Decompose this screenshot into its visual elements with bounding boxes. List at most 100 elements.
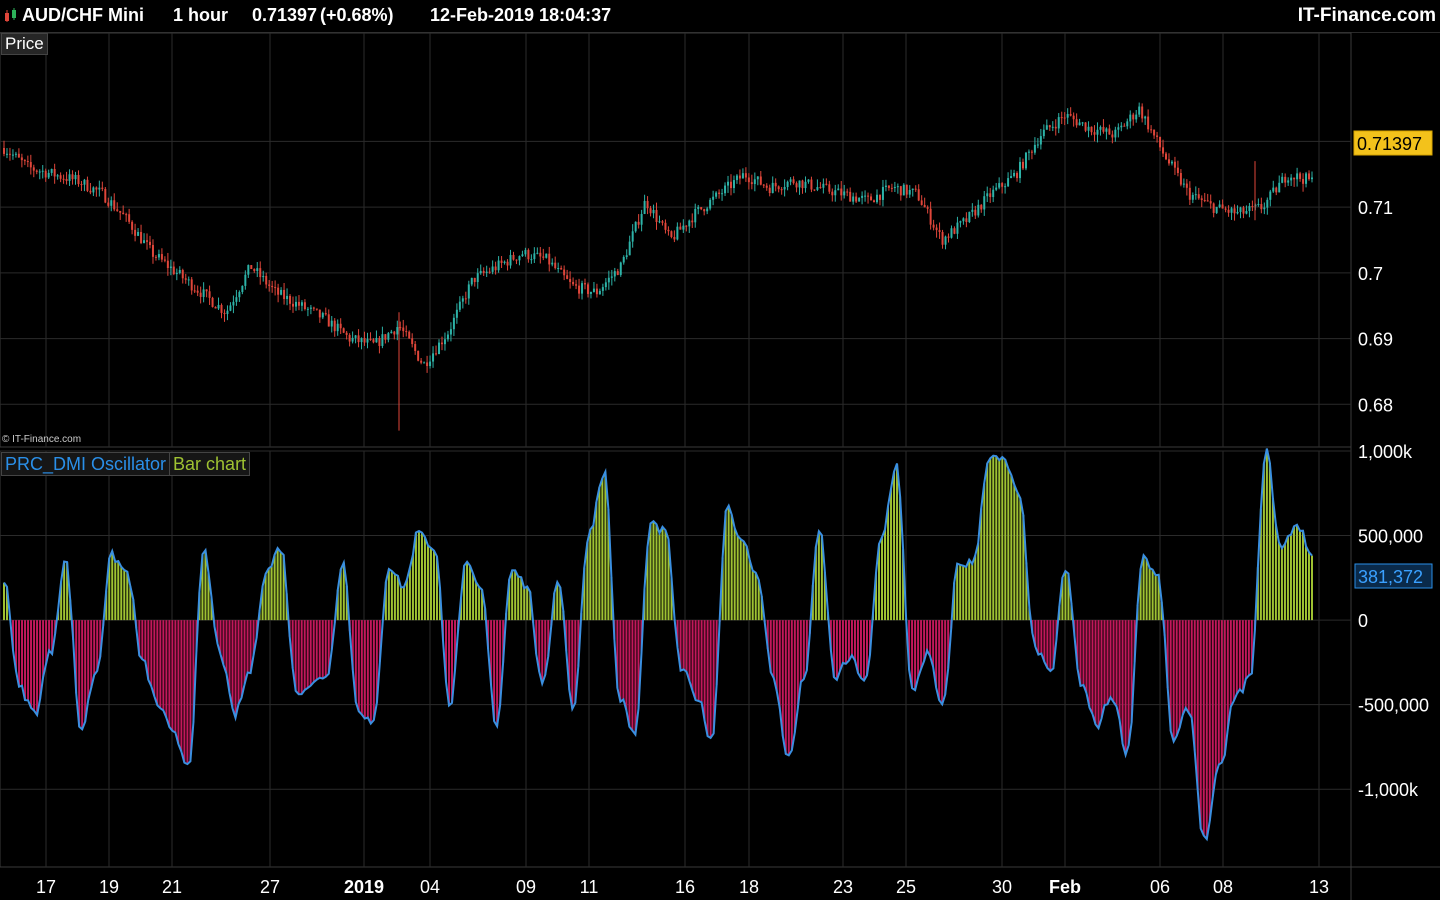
candle-body [458, 301, 461, 310]
candle-body [1045, 125, 1048, 130]
candle-body [968, 211, 971, 222]
candle-body [721, 193, 724, 195]
candle-body [878, 194, 881, 200]
candle-body [289, 295, 292, 304]
candle-body [476, 273, 479, 283]
candle-body [160, 254, 163, 260]
candle-body [86, 179, 89, 191]
change-label: (+0.68%) [320, 5, 394, 25]
candle-body [363, 338, 366, 343]
candle-body [643, 200, 646, 214]
candle-body [732, 180, 735, 189]
candle-body [890, 187, 893, 189]
candle-body [500, 260, 503, 263]
candle-body [303, 302, 306, 310]
candle-body [515, 259, 518, 261]
candle-body [521, 254, 524, 257]
candle-body [801, 180, 804, 189]
candle-body [703, 209, 706, 212]
candle-body [1042, 129, 1045, 137]
candle-body [816, 187, 819, 190]
candle-body [786, 181, 789, 187]
candle-body [440, 342, 443, 345]
indicator-name[interactable]: PRC_DMI Oscillator [5, 454, 167, 474]
candle-body [154, 256, 157, 258]
candle-body [792, 179, 795, 184]
candle-body [53, 168, 56, 177]
candle-body [572, 281, 575, 285]
candle-body [1293, 177, 1296, 180]
candle-body [759, 176, 762, 185]
candle-body [137, 231, 140, 236]
symbol-label[interactable]: AUD/CHF Mini [22, 5, 144, 25]
candle-body [438, 342, 441, 355]
candle-body [324, 313, 327, 315]
candle-body [351, 337, 354, 342]
price-panel-label[interactable]: Price [1, 33, 48, 55]
time-tick-label: Feb [1049, 877, 1081, 897]
candle-body [125, 214, 128, 216]
candle-body [601, 287, 604, 291]
candle-body [884, 185, 887, 187]
candle-body [390, 331, 393, 334]
price-tick-label: 0.68 [1358, 395, 1393, 415]
candle-body [134, 229, 137, 236]
last-price-label: 0.71397 [252, 5, 318, 25]
candle-body [652, 209, 655, 214]
candle-body [184, 278, 187, 280]
candle-body [378, 338, 381, 346]
candle-body [569, 278, 572, 282]
candle-body [870, 196, 873, 201]
candle-body [753, 179, 756, 185]
candle-body [178, 270, 181, 273]
candle-body [1075, 119, 1078, 126]
candle-body [896, 186, 899, 188]
candle-body [1269, 191, 1272, 200]
candle-body [1063, 117, 1066, 119]
candle-body [551, 262, 554, 265]
oscillator-tick-label: -1,000k [1358, 780, 1419, 800]
candle-body [1221, 204, 1224, 209]
candle-body [1263, 207, 1266, 210]
indicator-type[interactable]: Bar chart [169, 453, 249, 475]
candle-body [586, 284, 589, 294]
candle-body [1033, 144, 1036, 153]
candle-body [718, 192, 721, 194]
candle-body [974, 209, 977, 216]
candle-body [1150, 129, 1153, 131]
candle-body [238, 292, 241, 298]
candle-body [1185, 183, 1188, 188]
candle-body [360, 338, 363, 343]
candle-body [11, 154, 14, 156]
candle-body [265, 275, 268, 285]
candle-body [1120, 125, 1123, 128]
candle-body [92, 187, 95, 193]
price-axis: 0.720.710.70.690.68 [1358, 132, 1393, 415]
candle-body [1027, 151, 1030, 153]
candle-body [375, 338, 378, 343]
candle-body [333, 320, 336, 332]
candle-body [1203, 199, 1206, 201]
candle-body [1290, 177, 1293, 181]
candle-body [655, 209, 658, 222]
candle-body [467, 284, 470, 299]
candle-body [512, 254, 515, 260]
candle-body [205, 289, 208, 292]
candle-body [420, 360, 423, 363]
candle-body [35, 170, 38, 172]
candle-body [661, 221, 664, 223]
candle-body [855, 196, 858, 202]
candle-body [709, 199, 712, 209]
timeframe-label[interactable]: 1 hour [173, 5, 229, 25]
candle-body [1281, 176, 1284, 183]
candle-body [122, 212, 125, 215]
time-tick-label: 17 [36, 877, 56, 897]
candle-body [32, 167, 35, 171]
indicator-label[interactable]: PRC_DMI Oscillator Bar chart [1, 452, 251, 476]
candle-body [309, 307, 312, 309]
candle-body [953, 228, 956, 234]
candle-body [923, 204, 926, 208]
candle-body [926, 207, 929, 209]
candle-body [1144, 116, 1147, 119]
